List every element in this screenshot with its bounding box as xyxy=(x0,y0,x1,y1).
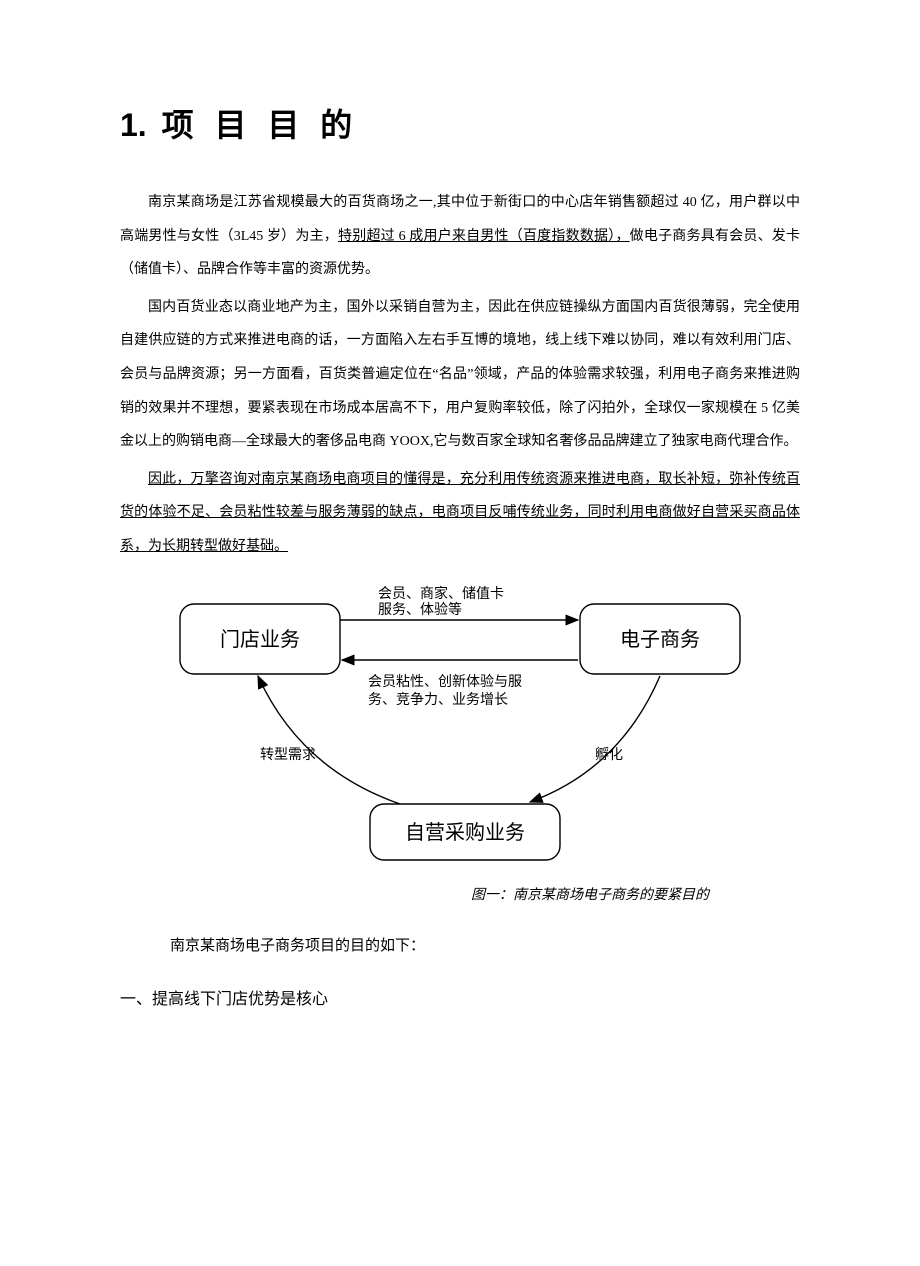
heading-number: 1. xyxy=(120,107,147,143)
node-ecom-label: 电子商务 xyxy=(620,628,700,651)
edge-left-label: 转型需求 xyxy=(260,747,316,763)
sub-intro: 南京某商场电子商务项目的目的如下： xyxy=(170,934,800,955)
figure-caption: 图一：南京某商场电子商务的要紧目的 xyxy=(380,884,800,904)
paragraph-2: 国内百货业态以商业地产为主，国外以采销自营为主，因此在供应链操纵方面国内百货很薄… xyxy=(120,291,800,459)
edge-top-back-l1: 会员粘性、创新体验与服 xyxy=(368,674,522,690)
subsection-1: 一、提高线下门店优势是核心 xyxy=(120,985,800,1009)
paragraph-3: 因此，万擎咨询对南京某商场电商项目的懂得是，充分利用传统资源来推进电商，取长补短… xyxy=(120,463,800,564)
para1-underline: 特别超过 6 成用户来自男性（百度指数数据）， xyxy=(338,229,630,244)
para3-underline: 因此，万擎咨询对南京某商场电商项目的懂得是，充分利用传统资源来推进电商，取长补短… xyxy=(120,472,800,554)
edge-right xyxy=(530,676,660,802)
diagram: 门店业务 电子商务 自营采购业务 会员、商家、储值卡 服务、体验等 会员粘性、创… xyxy=(120,574,800,874)
edge-top-fwd-l2: 服务、体验等 xyxy=(378,601,462,618)
section-heading: 1. 项 目 目 的 xyxy=(120,100,800,146)
heading-title: 项 目 目 的 xyxy=(162,107,359,143)
edge-top-back-l2: 务、竞争力、业务增长 xyxy=(368,691,508,708)
node-self-label: 自营采购业务 xyxy=(405,821,525,844)
node-store-label: 门店业务 xyxy=(220,628,300,651)
document-page: 1. 项 目 目 的 南京某商场是江苏省规模最大的百货商场之一,其中位于新街口的… xyxy=(0,0,920,1266)
diagram-svg: 门店业务 电子商务 自营采购业务 会员、商家、储值卡 服务、体验等 会员粘性、创… xyxy=(150,574,770,874)
edge-right-label: 孵化 xyxy=(595,747,623,763)
paragraph-1: 南京某商场是江苏省规模最大的百货商场之一,其中位于新街口的中心店年销售额超过 4… xyxy=(120,186,800,287)
edge-top-fwd-l1: 会员、商家、储值卡 xyxy=(378,585,504,602)
